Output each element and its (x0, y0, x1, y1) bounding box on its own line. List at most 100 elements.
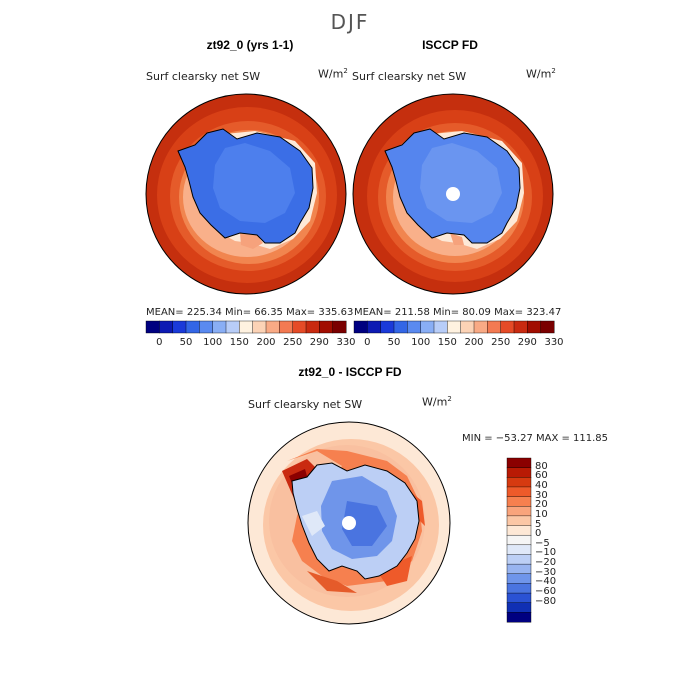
panel2-coastline (384, 128, 521, 244)
colorbar-swatch (540, 320, 555, 334)
colorbar-swatch (265, 320, 280, 334)
diff-polar-map (247, 421, 451, 625)
diff-colorbar-swatch (506, 602, 532, 613)
colorbar-swatch (420, 320, 435, 334)
diff-colorbar-swatch (506, 496, 532, 507)
panel1-stats: MEAN= 225.34 Min= 66.35 Max= 335.63 (146, 307, 354, 318)
colorbar-swatch (353, 320, 368, 334)
colorbar-swatch (279, 320, 294, 334)
diff-colorbar-swatch (506, 457, 532, 469)
colorbar-swatch (172, 320, 187, 334)
diff-coastline (291, 462, 420, 580)
diff-colorbar-tick-label: 0 (535, 528, 542, 540)
colorbar-tick-label: 0 (364, 337, 371, 348)
panel1-colorbar (145, 320, 347, 334)
colorbar-swatch (225, 320, 240, 334)
colorbar-swatch (433, 320, 448, 334)
colorbar-swatch (500, 320, 515, 334)
diff-colorbar-swatch (506, 534, 532, 546)
panel1-units: W/m2 (318, 67, 348, 81)
diff-colorbar-swatch (506, 506, 532, 517)
colorbar-swatch (145, 320, 160, 334)
panel2-polar-map (352, 93, 554, 295)
colorbar-tick-label: 50 (387, 337, 401, 348)
colorbar-swatch (407, 320, 422, 334)
colorbar-swatch (292, 320, 307, 334)
diff-colorbar-tick-label: −40 (535, 576, 557, 588)
colorbar-tick-label: 50 (179, 337, 193, 348)
colorbar-swatch (159, 320, 174, 334)
colorbar-swatch (367, 320, 382, 334)
colorbar-tick-label: 0 (156, 337, 163, 348)
diff-colorbar-swatch (506, 573, 532, 584)
diff-colorbar-tick-label: 60 (535, 470, 548, 482)
diff-colorbar-swatch (506, 563, 532, 575)
colorbar-tick-label: 150 (437, 337, 457, 348)
diff-colorbar-swatch (506, 515, 532, 527)
diff-units: W/m2 (422, 395, 452, 409)
panel2-title: ISCCP FD (422, 38, 478, 52)
diff-title: zt92_0 - ISCCP FD (298, 365, 402, 379)
colorbar-tick-label: 250 (283, 337, 303, 348)
colorbar-swatch (319, 320, 334, 334)
colorbar-swatch (239, 320, 254, 334)
colorbar-tick-label: 290 (517, 337, 537, 348)
panel2-units: W/m2 (526, 67, 556, 81)
panel1-title: zt92_0 (yrs 1-1) (206, 38, 294, 52)
colorbar-swatch (212, 320, 227, 334)
panel2-stats: MEAN= 211.58 Min= 80.09 Max= 323.47 (354, 307, 562, 318)
colorbar-swatch (305, 320, 320, 334)
diff-colorbar-tick-label: −80 (535, 595, 557, 607)
colorbar-swatch (393, 320, 408, 334)
diff-colorbar-tick-label: 5 (535, 518, 542, 530)
colorbar-tick-label: 200 (464, 337, 484, 348)
diff-colorbar-tick-label: −10 (535, 547, 557, 559)
diff-colorbar-tick-label: −20 (535, 557, 557, 569)
diff-colorbar-tick-label: −60 (535, 586, 557, 598)
colorbar-swatch (473, 320, 488, 334)
diff-colorbar-tick-label: 80 (535, 460, 548, 472)
panel2-colorbar (353, 320, 555, 334)
colorbar-swatch (199, 320, 214, 334)
panel1-variable: Surf clearsky net SW (146, 70, 261, 83)
diff-colorbar (506, 457, 532, 623)
colorbar-tick-label: 330 (336, 337, 356, 348)
colorbar-swatch (380, 320, 395, 334)
diff-colorbar-tick-label: −5 (535, 537, 550, 549)
colorbar-swatch (513, 320, 528, 334)
colorbar-swatch (487, 320, 502, 334)
colorbar-swatch (527, 320, 542, 334)
diff-colorbar-swatch (506, 467, 532, 478)
panel1-coastline (177, 128, 314, 244)
season-title: DJF (330, 10, 370, 34)
panel1-polar-map (145, 93, 347, 295)
diff-colorbar-swatch (506, 592, 532, 604)
diff-colorbar-tick-label: 20 (535, 499, 548, 511)
diff-colorbar-swatch (506, 477, 532, 488)
diff-colorbar-tick-label: 40 (535, 479, 548, 491)
colorbar-swatch (252, 320, 267, 334)
colorbar-tick-label: 250 (491, 337, 511, 348)
diff-colorbar-tick-label: −30 (535, 566, 557, 578)
diff-stats: MIN = −53.27 MAX = 111.85 (462, 433, 609, 444)
colorbar-tick-label: 100 (411, 337, 431, 348)
diff-colorbar-swatch (506, 544, 532, 555)
colorbar-swatch (447, 320, 462, 334)
panel2-variable: Surf clearsky net SW (352, 70, 467, 83)
colorbar-tick-label: 150 (229, 337, 249, 348)
colorbar-swatch (460, 320, 475, 334)
diff-variable: Surf clearsky net SW (248, 398, 363, 411)
colorbar-swatch (185, 320, 200, 334)
colorbar-swatch (332, 320, 347, 334)
diff-colorbar-swatch (506, 486, 532, 498)
diff-colorbar-swatch (506, 525, 532, 536)
colorbar-tick-label: 100 (203, 337, 223, 348)
colorbar-tick-label: 200 (256, 337, 276, 348)
diff-colorbar-swatch (506, 612, 532, 623)
diff-colorbar-swatch (506, 554, 532, 565)
diff-colorbar-tick-label: 10 (535, 508, 548, 520)
colorbar-tick-label: 290 (309, 337, 329, 348)
diff-colorbar-swatch (506, 583, 532, 594)
diff-colorbar-tick-label: 30 (535, 489, 548, 501)
colorbar-tick-label: 330 (544, 337, 564, 348)
